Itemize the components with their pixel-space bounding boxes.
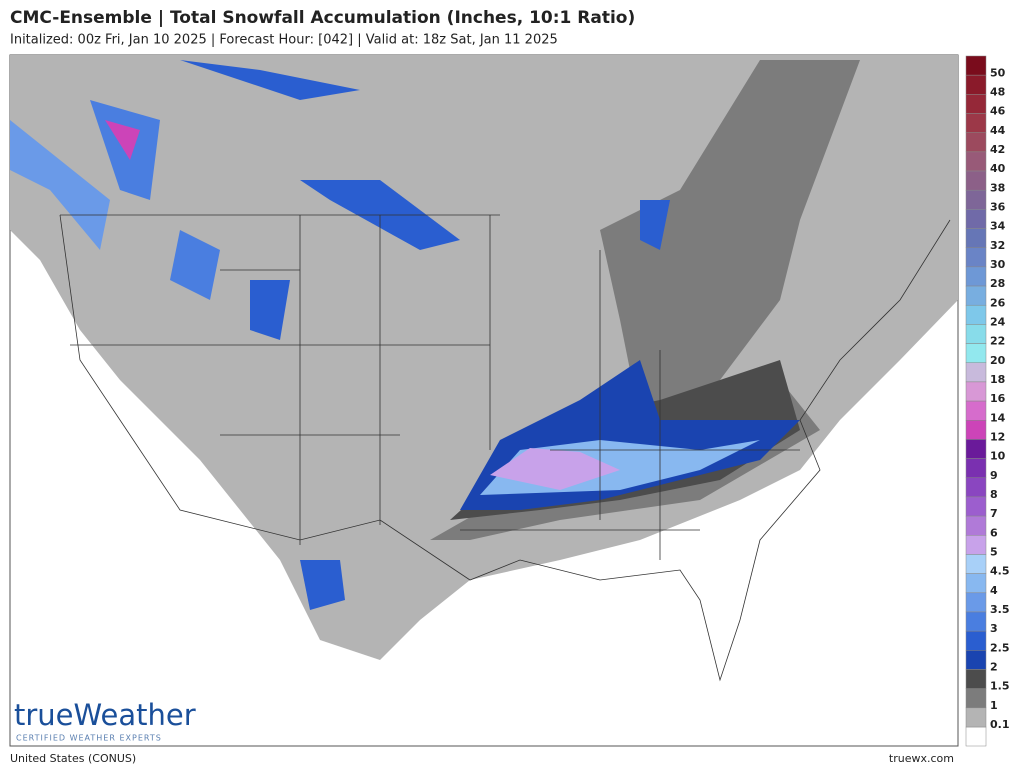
- subtitle: Initalized: 00z Fri, Jan 10 2025 | Forec…: [10, 33, 558, 48]
- colorbar-label: 6: [990, 526, 998, 539]
- colorbar-label: 16: [990, 392, 1006, 405]
- colorbar-label: 3: [990, 622, 998, 635]
- colorbar-swatch: [965, 400, 987, 421]
- colorbar-label: 26: [990, 296, 1006, 309]
- colorbar-swatch: [965, 477, 987, 498]
- colorbar-swatch: [965, 55, 987, 76]
- colorbar-swatch: [965, 74, 987, 95]
- colorbar-label: 42: [990, 143, 1005, 156]
- colorbar-swatch: [965, 113, 987, 133]
- colorbar-label: 20: [990, 354, 1006, 367]
- colorbar-swatch: [965, 630, 987, 651]
- logo-name: trueWeather: [14, 698, 196, 732]
- colorbar-swatch: [965, 189, 987, 210]
- colorbar-label: 22: [990, 335, 1005, 348]
- title: CMC-Ensemble | Total Snowfall Accumulati…: [10, 8, 635, 28]
- colorbar-label: 40: [990, 162, 1006, 175]
- colorbar-label: 36: [990, 200, 1006, 213]
- colorbar-swatch: [965, 266, 987, 287]
- colorbar-label: 9: [990, 469, 998, 482]
- colorbar-label: 46: [990, 105, 1006, 118]
- colorbar-swatch: [965, 362, 987, 383]
- colorbar-label: 44: [990, 124, 1006, 137]
- colorbar-swatch: [965, 707, 987, 728]
- colorbar-swatch: [965, 535, 987, 555]
- colorbar-swatch: [965, 381, 987, 402]
- footer-site: truewx.com: [889, 752, 954, 765]
- colorbar-label: 48: [990, 85, 1005, 98]
- colorbar-label: 24: [990, 315, 1006, 328]
- colorbar-label: 2.5: [990, 641, 1010, 654]
- colorbar-swatch: [965, 170, 987, 191]
- logo-tagline: CERTIFIED WEATHER EXPERTS: [16, 734, 162, 743]
- colorbar-label: 30: [990, 258, 1006, 271]
- colorbar-swatch: [965, 285, 987, 306]
- colorbar-label: 4: [990, 584, 998, 597]
- colorbar-swatch: [965, 247, 987, 268]
- colorbar-swatch: [965, 228, 987, 248]
- colorbar-swatch: [965, 420, 987, 440]
- colorbar-swatch: [965, 515, 987, 536]
- colorbar-swatch: [965, 592, 987, 613]
- colorbar-swatch: [965, 458, 987, 479]
- colorbar-swatch: [965, 151, 987, 172]
- colorbar-label: 14: [990, 411, 1006, 424]
- colorbar-label: 12: [990, 431, 1005, 444]
- colorbar-label: 28: [990, 277, 1005, 290]
- colorbar-swatch: [965, 439, 987, 459]
- colorbar-swatch: [965, 611, 987, 632]
- colorbar-label: 34: [990, 220, 1006, 233]
- colorbar-swatch: [965, 132, 987, 153]
- colorbar-swatch: [965, 688, 987, 709]
- colorbar-label: 10: [990, 450, 1006, 463]
- colorbar-swatch: [965, 324, 987, 344]
- colorbar-label: 0.1: [990, 718, 1010, 731]
- colorbar-swatch: [965, 669, 987, 689]
- colorbar-label: 38: [990, 181, 1005, 194]
- colorbar-label: 32: [990, 239, 1005, 252]
- colorbar-swatch: [965, 209, 987, 229]
- colorbar-label: 7: [990, 507, 998, 520]
- colorbar-label: 50: [990, 66, 1006, 79]
- colorbar-swatch: [965, 650, 987, 670]
- colorbar: 5048464442403836343230282624222018161412…: [965, 55, 1010, 747]
- map: [9, 54, 959, 747]
- colorbar-label: 3.5: [990, 603, 1010, 616]
- colorbar-label: 5: [990, 546, 998, 559]
- colorbar-swatch: [965, 573, 987, 594]
- colorbar-swatch: [965, 94, 987, 114]
- footer-region: United States (CONUS): [10, 752, 136, 765]
- colorbar-label: 1: [990, 699, 998, 712]
- colorbar-swatch: [965, 343, 987, 363]
- colorbar-label: 8: [990, 488, 998, 501]
- colorbar-label: 4.5: [990, 565, 1010, 578]
- colorbar-label: 2: [990, 661, 998, 674]
- colorbar-label: 18: [990, 373, 1005, 386]
- colorbar-swatch: [965, 496, 987, 517]
- colorbar-swatch: [965, 554, 987, 574]
- colorbar-swatch: [965, 304, 987, 325]
- colorbar-label: 1.5: [990, 680, 1010, 693]
